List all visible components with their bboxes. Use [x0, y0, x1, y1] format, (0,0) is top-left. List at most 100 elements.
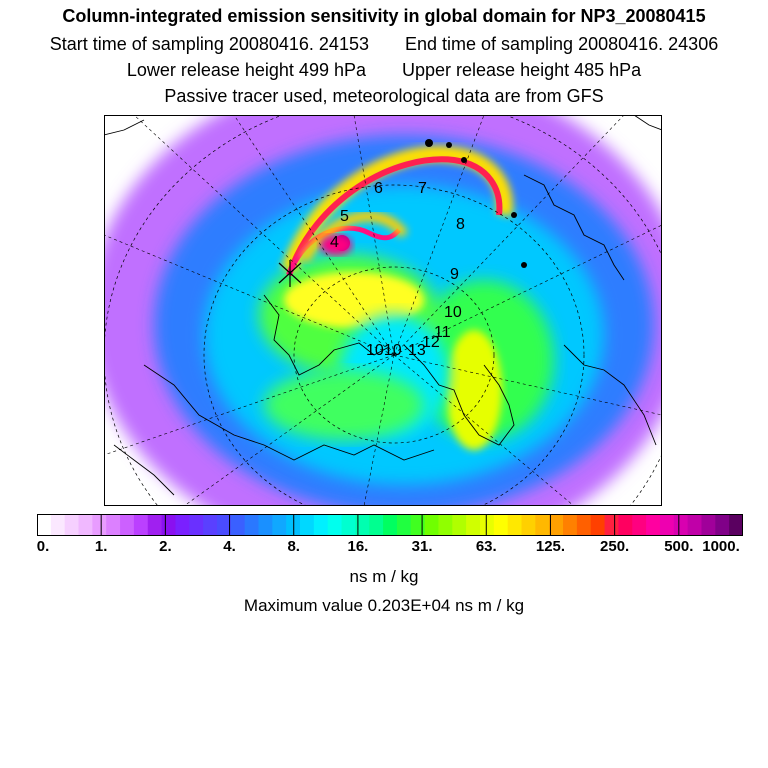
track-label: 5: [340, 208, 349, 225]
coastline-3: [143, 364, 435, 461]
colorbar-tick-label: 4.: [223, 538, 236, 555]
release-marker: [278, 260, 302, 287]
colorbar-swatch: [452, 514, 467, 536]
coast-blob-3: [461, 157, 467, 163]
colorbar-swatch: [604, 514, 619, 536]
colorbar-swatch: [410, 514, 426, 536]
colorbar-swatch: [687, 514, 702, 536]
colorbar-swatch: [493, 514, 509, 536]
upper-release-label: Upper release height 485 hPa: [402, 60, 642, 80]
colorbar: [37, 514, 743, 536]
colorbar-swatch: [576, 514, 592, 536]
colorbar-tick-label: 125.: [535, 538, 566, 555]
colorbar-tick-label: 0.: [36, 538, 50, 555]
coastline-1: [263, 294, 390, 376]
colorbar-swatch: [646, 514, 661, 536]
colorbar-tick-label: 1000.: [702, 538, 740, 555]
coastline-5: [563, 344, 657, 446]
colorbar-swatch: [466, 514, 481, 536]
sampling-time-line: Start time of sampling 20080416. 24153 En…: [0, 34, 768, 55]
plume-arc-red: [286, 156, 503, 276]
coast-blob-1: [425, 139, 433, 147]
coast-blob-4: [511, 212, 517, 218]
colorbar-swatch: [327, 514, 343, 536]
colorbar-swatch: [438, 514, 453, 536]
plume-inner-loop-glow: [299, 211, 409, 263]
colorbar-swatch: [313, 514, 329, 536]
chart-title: Column-integrated emission sensitivity i…: [62, 6, 706, 26]
colorbar-swatch: [175, 514, 190, 536]
track-label: 6: [374, 180, 383, 197]
colorbar-swatch: [701, 514, 716, 536]
maximum-value-note: Maximum value 0.203E+04 ns m / kg: [243, 596, 525, 615]
colorbar-tick-label: 1.: [94, 538, 108, 555]
colorbar-units: ns m / kg: [349, 567, 419, 586]
colorbar-swatch: [618, 514, 633, 536]
colorbar-swatch: [161, 514, 176, 536]
colorbar-tick-label: 63.: [475, 538, 497, 555]
colorbar-swatch: [203, 514, 218, 536]
colorbar-swatch: [479, 514, 495, 536]
field-yellow-east: [446, 330, 502, 450]
start-time-label: Start time of sampling 20080416. 24153: [49, 34, 369, 54]
colorbar-swatch: [133, 514, 149, 536]
colorbar-swatch: [92, 514, 107, 536]
track-label: 9: [450, 266, 459, 283]
colorbar-swatch: [369, 514, 384, 536]
colorbar-tick-label: 2.: [159, 538, 172, 555]
colorbar-swatch: [120, 514, 135, 536]
colorbar-swatch: [563, 514, 578, 536]
colorbar-swatch: [244, 514, 259, 536]
release-height-line: Lower release height 499 hPa Upper releas…: [0, 60, 768, 81]
colorbar-swatch: [355, 514, 370, 536]
colorbar-swatch: [341, 514, 356, 536]
colorbar-tick-label: 31.: [411, 538, 433, 555]
map-frame-border: [104, 115, 662, 506]
colorbar-tick-label: 500.: [664, 538, 694, 555]
end-time-label: End time of sampling 20080416. 24306: [404, 34, 719, 54]
polar-circle: [293, 266, 495, 444]
coastline-6: [104, 119, 145, 136]
colorbar-swatch: [106, 514, 121, 536]
colorbar-swatch: [632, 514, 647, 536]
colorbar-swatch: [673, 514, 689, 536]
coast-blob-5: [521, 262, 527, 268]
colorbar-swatch: [396, 514, 412, 536]
colorbar-swatch: [659, 514, 675, 536]
colorbar-swatch: [50, 514, 66, 536]
meridian-lines: [104, 115, 662, 506]
colorbar-swatch: [258, 514, 273, 536]
colorbar-swatch: [590, 514, 606, 536]
colorbar-swatch: [37, 514, 52, 536]
colorbar-swatch: [272, 514, 287, 536]
emission-sensitivity-map: 4 5 6 7 8 9 10 11 12 13 1010: [104, 115, 662, 506]
track-label: 7: [418, 180, 427, 197]
colorbar-swatch: [64, 514, 80, 536]
colorbar-swatch: [535, 514, 550, 536]
track-label: 1010: [366, 342, 402, 359]
colorbar-swatch: [300, 514, 315, 536]
colorbar-tick-label: 8.: [287, 538, 300, 555]
track-label: 11: [434, 324, 451, 341]
colorbar-swatch: [216, 514, 232, 536]
track-label: 13: [408, 342, 426, 359]
colorbar-swatch: [507, 514, 523, 536]
coastline-8: [113, 444, 175, 496]
tracer-note: Passive tracer used, meteorological data…: [164, 86, 604, 106]
track-label: 4: [330, 234, 339, 251]
coastline-2: [403, 344, 515, 446]
colorbar-swatch: [424, 514, 439, 536]
colorbar-swatch: [715, 514, 730, 536]
plume-inner-loop: [286, 225, 401, 276]
field-green-south: [264, 370, 424, 440]
colorbar-tick-label: 250.: [600, 538, 630, 555]
lower-release-label: Lower release height 499 hPa: [126, 60, 366, 80]
latitude-circle-1: [203, 184, 585, 506]
colorbar-swatch: [189, 514, 204, 536]
colorbar-swatch: [383, 514, 398, 536]
colorbar-swatch: [78, 514, 93, 536]
colorbar-swatch: [521, 514, 536, 536]
coastline-4: [523, 174, 625, 281]
coast-blob-2: [446, 142, 452, 148]
track-label: 10: [444, 304, 462, 321]
